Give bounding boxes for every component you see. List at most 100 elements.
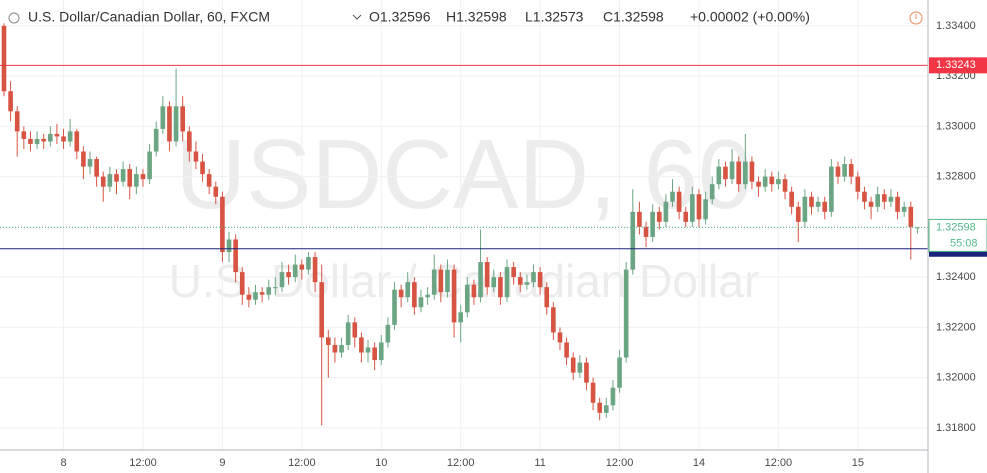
candle-body bbox=[339, 344, 344, 353]
y-tick-label: 1.32000 bbox=[936, 372, 976, 384]
candle-body bbox=[114, 174, 119, 182]
candle-body bbox=[220, 196, 225, 253]
candle-body bbox=[41, 138, 47, 142]
candle-body bbox=[630, 211, 636, 270]
candle-body bbox=[213, 186, 219, 197]
candle-body bbox=[87, 159, 93, 167]
candle-body bbox=[537, 272, 543, 288]
candle-body bbox=[570, 357, 576, 373]
candle-body bbox=[378, 342, 384, 361]
candle-body bbox=[160, 106, 166, 129]
candle-body bbox=[61, 136, 66, 142]
candle-body bbox=[140, 174, 146, 180]
candle-body bbox=[855, 176, 861, 192]
candle-body bbox=[418, 297, 424, 308]
candle-body bbox=[776, 179, 781, 185]
candle-body bbox=[623, 269, 629, 358]
watermark-subtitle: U.S. Dollar / Canadian Dollar bbox=[169, 255, 760, 307]
candle-body bbox=[915, 227, 920, 229]
candle-body bbox=[412, 282, 417, 308]
candle-body bbox=[14, 111, 20, 132]
y-tick-label: 1.32200 bbox=[936, 321, 976, 333]
candle-body bbox=[306, 257, 311, 270]
plot-layer bbox=[0, 0, 928, 450]
candle-body bbox=[498, 277, 503, 298]
candle-body bbox=[829, 166, 834, 212]
candle-body bbox=[643, 226, 649, 237]
candle-body bbox=[193, 151, 199, 162]
candle-body bbox=[253, 292, 258, 300]
candle-body bbox=[484, 262, 490, 288]
candle-body bbox=[564, 342, 569, 358]
candle-body bbox=[74, 131, 80, 152]
candle-body bbox=[319, 282, 325, 338]
symbol-icon[interactable] bbox=[8, 12, 20, 24]
ohlc-low: L1.32573 bbox=[525, 9, 584, 25]
chevron[interactable] bbox=[352, 14, 362, 20]
candle-body bbox=[809, 196, 814, 207]
candle-body bbox=[491, 277, 497, 288]
candle-body bbox=[597, 402, 603, 413]
candle-body bbox=[736, 161, 742, 185]
candle-body bbox=[656, 211, 662, 222]
watermark: USDCAD, 60 bbox=[175, 119, 752, 229]
candle-body bbox=[431, 269, 437, 295]
candle-body bbox=[445, 269, 450, 293]
x-tick-label: 11 bbox=[534, 457, 545, 469]
candle-body bbox=[723, 166, 728, 180]
candle-body bbox=[517, 277, 523, 285]
candle-body bbox=[286, 272, 291, 278]
candle-body bbox=[100, 176, 106, 187]
candle-body bbox=[815, 201, 821, 207]
candle-body bbox=[180, 106, 186, 132]
last-price-box bbox=[928, 218, 987, 252]
candle-body bbox=[511, 267, 516, 278]
candle-body bbox=[67, 131, 73, 142]
candle-body bbox=[875, 194, 881, 207]
candle-body bbox=[451, 269, 457, 323]
last-price-label: 1.32598 bbox=[936, 221, 976, 233]
candle-body bbox=[259, 292, 265, 295]
candle-body bbox=[769, 176, 775, 185]
candle-body bbox=[802, 196, 808, 222]
candle-body bbox=[650, 211, 655, 237]
candle-body bbox=[795, 206, 801, 222]
candle-body bbox=[584, 362, 589, 383]
warning-icon[interactable] bbox=[909, 11, 923, 25]
candle-body bbox=[134, 174, 139, 187]
candle-body bbox=[186, 131, 192, 152]
candle-body bbox=[352, 322, 358, 338]
candle-body bbox=[405, 282, 411, 298]
candle-body bbox=[690, 194, 695, 222]
candle-body bbox=[610, 387, 616, 406]
candle-body bbox=[848, 164, 854, 177]
candle-body bbox=[233, 239, 238, 273]
y-tick-label: 1.33400 bbox=[936, 20, 976, 32]
price-label-box bbox=[929, 57, 987, 74]
candle-body bbox=[200, 161, 205, 175]
candle-body bbox=[789, 191, 794, 207]
candle-body bbox=[266, 287, 272, 295]
candle-body bbox=[531, 272, 536, 283]
x-tick-label: 12:00 bbox=[765, 457, 793, 469]
candle-body bbox=[167, 106, 172, 142]
candle-body bbox=[670, 191, 675, 202]
candle-body bbox=[292, 264, 298, 278]
candle-body bbox=[842, 164, 847, 177]
candle-body bbox=[398, 289, 404, 298]
candle-body bbox=[835, 166, 841, 177]
candle-body bbox=[782, 179, 788, 192]
candle-body bbox=[709, 184, 715, 200]
candle-body bbox=[279, 272, 285, 288]
countdown: 55:08 bbox=[950, 237, 978, 249]
chart-title[interactable]: U.S. Dollar/Canadian Dollar, 60, FXCM bbox=[28, 9, 270, 25]
candle-body bbox=[372, 347, 377, 361]
candle-body bbox=[729, 161, 735, 180]
candle-body bbox=[663, 201, 669, 222]
x-tick-label: 12:00 bbox=[288, 457, 316, 469]
x-tick-label: 12:00 bbox=[606, 457, 634, 469]
y-tick-label: 1.32400 bbox=[936, 271, 976, 283]
x-tick-label: 10 bbox=[375, 457, 387, 469]
